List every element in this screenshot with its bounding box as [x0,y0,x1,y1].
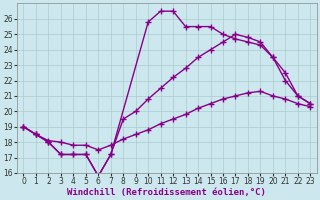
X-axis label: Windchill (Refroidissement éolien,°C): Windchill (Refroidissement éolien,°C) [68,188,266,197]
